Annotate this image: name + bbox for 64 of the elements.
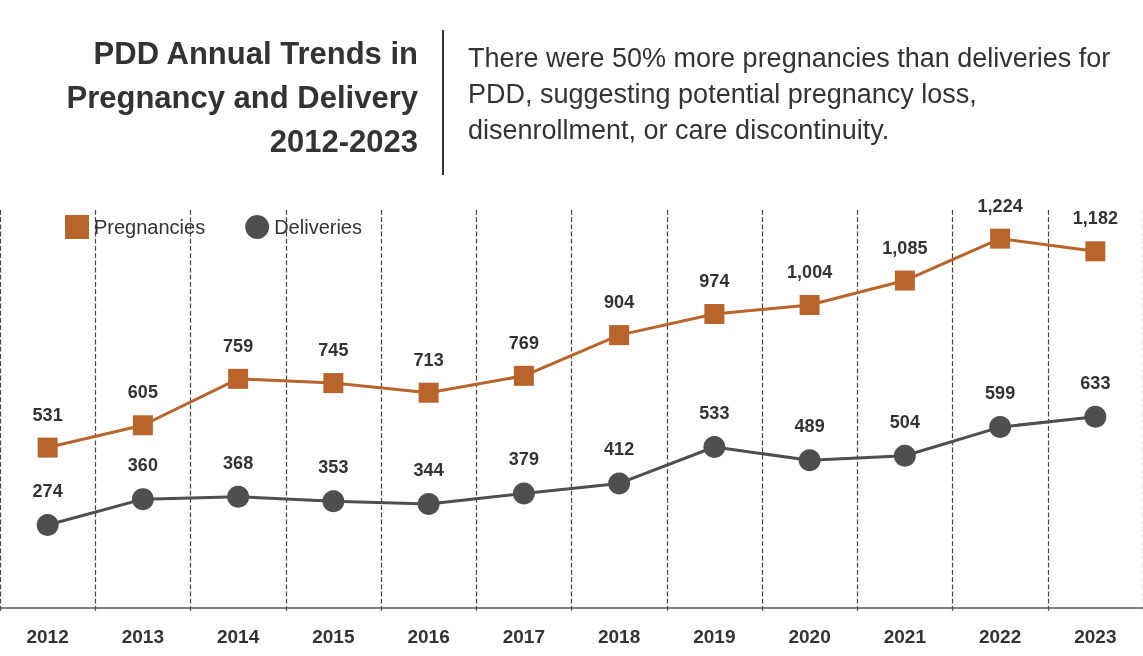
data-label: 379 (508, 449, 539, 470)
data-label: 504 (889, 411, 920, 432)
point (990, 228, 1011, 249)
data-label: 368 (223, 452, 254, 473)
data-label: 904 (604, 292, 635, 313)
x-tick-label: 2023 (1074, 626, 1117, 647)
data-label: 533 (699, 402, 730, 423)
x-tick-label: 2022 (978, 626, 1022, 647)
data-label: 605 (127, 382, 158, 403)
data-label: 344 (413, 459, 444, 480)
point (513, 365, 534, 386)
point (417, 492, 440, 515)
point (227, 485, 250, 508)
data-label: 412 (604, 439, 635, 460)
point (609, 325, 630, 346)
data-label: 769 (508, 332, 539, 353)
x-tick-label: 2014 (216, 626, 260, 647)
point (36, 514, 59, 537)
x-tick-label: 2017 (502, 626, 546, 647)
point (37, 437, 58, 458)
point (418, 382, 439, 403)
data-label: 360 (127, 455, 158, 476)
data-label: 745 (318, 340, 349, 361)
point (893, 444, 916, 467)
data-label: 599 (985, 383, 1016, 404)
point (704, 304, 725, 325)
data-label: 713 (413, 349, 444, 370)
x-tick-label: 2018 (597, 626, 641, 647)
point (1084, 405, 1107, 428)
x-tick-label: 2020 (788, 626, 831, 647)
data-label: 1,182 (1072, 208, 1118, 229)
point (131, 488, 154, 511)
point (132, 415, 153, 436)
point (323, 373, 344, 394)
x-tick-label: 2013 (121, 626, 165, 647)
data-label: 974 (699, 271, 730, 292)
data-label: 1,004 (787, 261, 833, 282)
data-label: 274 (32, 481, 63, 502)
point (894, 270, 915, 291)
x-tick-label: 2021 (883, 626, 927, 647)
point (989, 416, 1012, 439)
point (228, 368, 249, 389)
point (512, 482, 535, 505)
data-label: 1,224 (977, 195, 1023, 216)
chart-subtitle: There were 50% more pregnancies than deliveries for PDD, suggesting potential pregnancy loss, disenrollment, or care discontinuity. (468, 42, 1112, 147)
data-label: 353 (318, 457, 349, 478)
point (322, 490, 345, 513)
x-tick-label: 2019 (693, 626, 736, 647)
legend-label: Deliveries (274, 216, 362, 238)
data-label: 489 (794, 416, 825, 437)
x-tick-label: 2012 (26, 626, 69, 647)
data-label: 531 (32, 404, 63, 425)
data-label: 1,085 (882, 237, 928, 258)
data-label: 633 (1080, 372, 1111, 393)
point (703, 435, 726, 458)
point (1085, 241, 1106, 262)
x-tick-label: 2015 (312, 626, 355, 647)
legend-label: Pregnancies (94, 216, 206, 238)
x-tick-label: 2016 (407, 626, 450, 647)
point (799, 294, 820, 315)
point (798, 449, 821, 472)
point (608, 472, 631, 495)
chart-title: PDD Annual Trends in Pregnancy and Delivery 2012-2023 (65, 35, 418, 161)
data-label: 759 (223, 335, 254, 356)
